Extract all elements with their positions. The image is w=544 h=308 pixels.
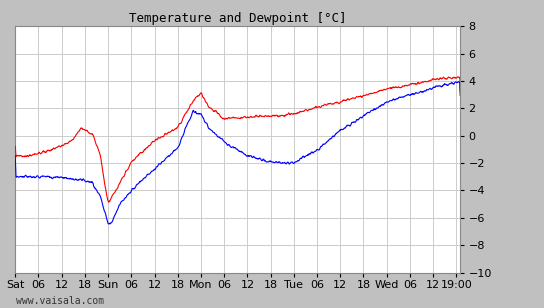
Title: Temperature and Dewpoint [°C]: Temperature and Dewpoint [°C] [129,12,347,25]
Text: www.vaisala.com: www.vaisala.com [16,297,104,306]
